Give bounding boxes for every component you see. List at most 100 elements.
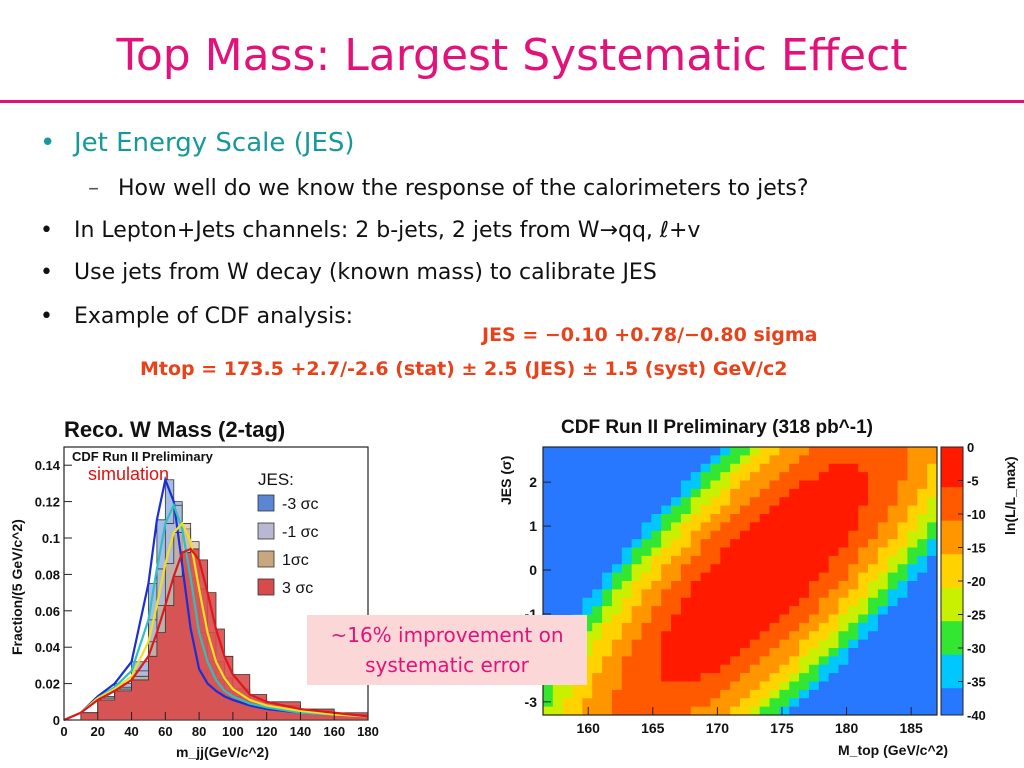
colorbar-segment — [941, 447, 963, 455]
heatmap-cell — [720, 488, 731, 498]
heatmap-cell — [690, 539, 702, 548]
heatmap-cell — [690, 631, 702, 641]
heatmap-cell — [680, 648, 692, 657]
heatmap-cell — [848, 597, 859, 607]
colorbar-tick-label: 0 — [967, 440, 974, 455]
colorbar-segment — [941, 560, 963, 569]
heatmap-cell — [602, 631, 613, 641]
heatmap-cell — [907, 606, 918, 615]
heatmap-cell — [828, 639, 839, 649]
heatmap-cell — [769, 606, 780, 615]
heatmap-cell — [631, 706, 642, 716]
heatmap-cell — [769, 539, 780, 548]
heatmap-cell — [710, 447, 721, 456]
heatmap-cell — [671, 539, 682, 548]
heatmap-cell — [927, 472, 938, 481]
heatmap-cell — [927, 505, 938, 515]
heatmap-cell — [680, 463, 692, 473]
heatmap-cell — [789, 631, 800, 641]
heatmap-cell — [690, 606, 702, 615]
heatmap-cell — [621, 472, 633, 481]
heatmap-cell — [749, 706, 761, 716]
heatmap-cell — [848, 631, 859, 641]
heatmap-cell — [552, 472, 564, 481]
heatmap-cell — [710, 622, 721, 632]
heatmap-cell — [877, 488, 889, 498]
heatmap-cell — [808, 564, 820, 574]
heatmap-cell — [789, 673, 800, 682]
heatmap-cell — [858, 664, 869, 674]
heatmap-cell — [917, 514, 928, 523]
heatmap-cell — [818, 648, 830, 657]
heatmap-cell — [917, 622, 928, 632]
heatmap-cell — [671, 497, 682, 507]
heatmap-cell — [582, 639, 593, 649]
heatmap-cell — [759, 673, 771, 682]
heatmap-cell — [769, 514, 780, 523]
heatmap-cell — [611, 447, 623, 456]
heatmap-cell — [927, 648, 938, 657]
heatmap-cell — [710, 597, 721, 607]
heatmap-cell — [602, 639, 613, 649]
heatmap-cell — [789, 656, 800, 666]
heatmap-cell — [897, 530, 908, 540]
heatmap-cell — [858, 622, 869, 632]
heatmap-cell — [877, 631, 889, 641]
heatmap-cell — [680, 480, 692, 490]
heatmap-cell — [552, 530, 564, 540]
heatmap-cell — [818, 614, 830, 624]
heatmap-cell — [887, 497, 899, 507]
heatmap-cell — [799, 547, 810, 557]
colorbar-segment — [941, 587, 963, 595]
heatmap-cell — [592, 614, 603, 624]
heatmap-cell — [868, 664, 879, 674]
heatmap-cell — [730, 447, 741, 456]
heatmap-cell — [848, 648, 859, 657]
heatmap-cell — [631, 572, 642, 582]
heatmap-cell — [582, 673, 593, 682]
heatmap-cell — [700, 539, 711, 548]
heatmap-cell — [897, 555, 908, 565]
heatmap-cell — [759, 539, 771, 548]
heatmap-cell — [759, 547, 771, 557]
heatmap-cell — [789, 681, 800, 691]
heatmap-cell — [621, 597, 633, 607]
heatmap-cell — [740, 539, 751, 548]
heatmap-cell — [789, 597, 800, 607]
heatmap-cell — [651, 555, 662, 565]
heatmap-cell — [917, 664, 928, 674]
heatmap-cell — [730, 480, 741, 490]
heatmap-cell — [700, 622, 711, 632]
heatmap-cell — [769, 614, 780, 624]
heatmap-cell — [651, 522, 662, 532]
heatmap-cell — [818, 488, 830, 498]
heatmap-cell — [552, 480, 564, 490]
heatmap-cell — [572, 455, 583, 465]
heatmap-cell — [592, 472, 603, 481]
heatmap-cell — [621, 706, 633, 716]
heatmap-cell — [838, 530, 849, 540]
heatmap-cell — [779, 472, 790, 481]
heatmap-cell — [582, 505, 593, 515]
y-tick-label: 0.14 — [35, 458, 61, 473]
heatmap-cell — [779, 581, 790, 590]
heatmap-cell — [848, 622, 859, 632]
heatmap-cell — [720, 689, 731, 699]
heatmap-cell — [749, 622, 761, 632]
heatmap-cell — [789, 522, 800, 532]
heatmap-cell — [720, 530, 731, 540]
heatmap-cell — [641, 606, 652, 615]
heatmap-cell — [621, 614, 633, 624]
heatmap-cell — [818, 463, 830, 473]
heatmap-cell — [690, 689, 702, 699]
colorbar-segment — [941, 493, 963, 502]
heatmap-cell — [828, 664, 839, 674]
heatmap-cell — [641, 522, 652, 532]
heatmap-cell — [808, 522, 820, 532]
heatmap-cell — [877, 447, 889, 456]
heatmap-cell — [828, 656, 839, 666]
heatmap-cell — [543, 589, 554, 599]
heatmap-cell — [700, 631, 711, 641]
heatmap-cell — [582, 522, 593, 532]
heatmap-cell — [759, 497, 771, 507]
